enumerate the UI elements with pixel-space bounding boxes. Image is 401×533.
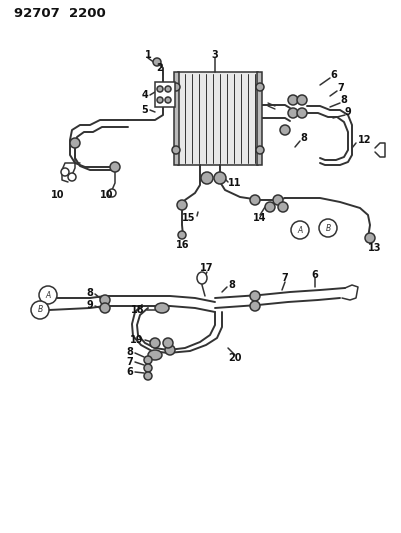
Text: A: A: [297, 225, 302, 235]
Circle shape: [110, 162, 120, 172]
Circle shape: [272, 195, 282, 205]
Circle shape: [68, 173, 76, 181]
Circle shape: [296, 108, 306, 118]
Ellipse shape: [148, 350, 162, 360]
Bar: [174, 72, 178, 165]
Ellipse shape: [155, 303, 168, 313]
Text: 6: 6: [329, 70, 336, 80]
Circle shape: [108, 189, 116, 197]
Text: 13: 13: [367, 243, 381, 253]
Circle shape: [249, 291, 259, 301]
Text: 16: 16: [176, 240, 189, 250]
Circle shape: [100, 303, 110, 313]
Text: 19: 19: [129, 335, 143, 345]
Circle shape: [200, 172, 213, 184]
Circle shape: [172, 146, 180, 154]
Circle shape: [279, 125, 289, 135]
Circle shape: [150, 338, 160, 348]
Text: 12: 12: [357, 135, 371, 145]
Text: 7: 7: [126, 357, 133, 367]
Text: 9: 9: [344, 107, 351, 117]
Circle shape: [213, 172, 225, 184]
Circle shape: [249, 195, 259, 205]
Text: 14: 14: [253, 213, 266, 223]
Text: 8: 8: [126, 347, 133, 357]
Text: 17: 17: [200, 263, 213, 273]
Circle shape: [162, 338, 172, 348]
Circle shape: [157, 97, 162, 103]
Bar: [155, 82, 174, 107]
Circle shape: [178, 231, 186, 239]
Text: 6: 6: [126, 367, 133, 377]
Text: 9: 9: [86, 300, 93, 310]
Circle shape: [287, 108, 297, 118]
Circle shape: [172, 83, 180, 91]
Text: 2: 2: [156, 63, 163, 73]
Text: 5: 5: [141, 105, 148, 115]
Text: 6: 6: [311, 270, 318, 280]
Ellipse shape: [196, 272, 207, 284]
Circle shape: [164, 345, 174, 355]
Circle shape: [287, 95, 297, 105]
Circle shape: [364, 233, 374, 243]
Text: 1: 1: [145, 50, 151, 60]
Bar: [178, 72, 257, 165]
Text: 20: 20: [228, 353, 241, 363]
Text: 18: 18: [131, 305, 145, 315]
Circle shape: [144, 356, 152, 364]
Text: 7: 7: [281, 273, 288, 283]
Circle shape: [61, 168, 69, 176]
Circle shape: [255, 146, 263, 154]
Text: 3: 3: [211, 50, 218, 60]
Circle shape: [296, 95, 306, 105]
Circle shape: [153, 58, 160, 66]
Text: 7: 7: [336, 83, 343, 93]
Text: 10: 10: [51, 190, 65, 200]
Text: B: B: [37, 305, 43, 314]
Circle shape: [249, 301, 259, 311]
Text: 11: 11: [227, 178, 241, 188]
Circle shape: [255, 83, 263, 91]
Text: 15: 15: [181, 213, 194, 223]
Circle shape: [70, 138, 80, 148]
Circle shape: [176, 200, 186, 210]
Circle shape: [144, 372, 152, 380]
Text: B: B: [324, 223, 330, 232]
Circle shape: [31, 301, 49, 319]
Circle shape: [164, 97, 170, 103]
Circle shape: [39, 286, 57, 304]
Circle shape: [157, 86, 162, 92]
Bar: [256, 72, 261, 165]
Circle shape: [318, 219, 336, 237]
Circle shape: [290, 221, 308, 239]
Circle shape: [100, 295, 110, 305]
Text: A: A: [45, 290, 51, 300]
Text: 10: 10: [100, 190, 113, 200]
Text: 4: 4: [141, 90, 148, 100]
Circle shape: [144, 364, 152, 372]
Circle shape: [264, 202, 274, 212]
Text: 8: 8: [339, 95, 346, 105]
Text: 8: 8: [299, 133, 306, 143]
Circle shape: [164, 86, 170, 92]
Circle shape: [277, 202, 287, 212]
Text: 8: 8: [86, 288, 93, 298]
Text: 92707  2200: 92707 2200: [14, 6, 105, 20]
Text: 8: 8: [227, 280, 234, 290]
